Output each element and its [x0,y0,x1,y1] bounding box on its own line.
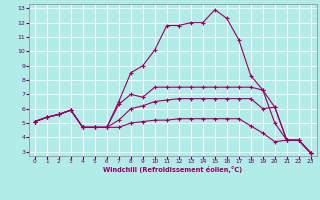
X-axis label: Windchill (Refroidissement éolien,°C): Windchill (Refroidissement éolien,°C) [103,166,243,173]
